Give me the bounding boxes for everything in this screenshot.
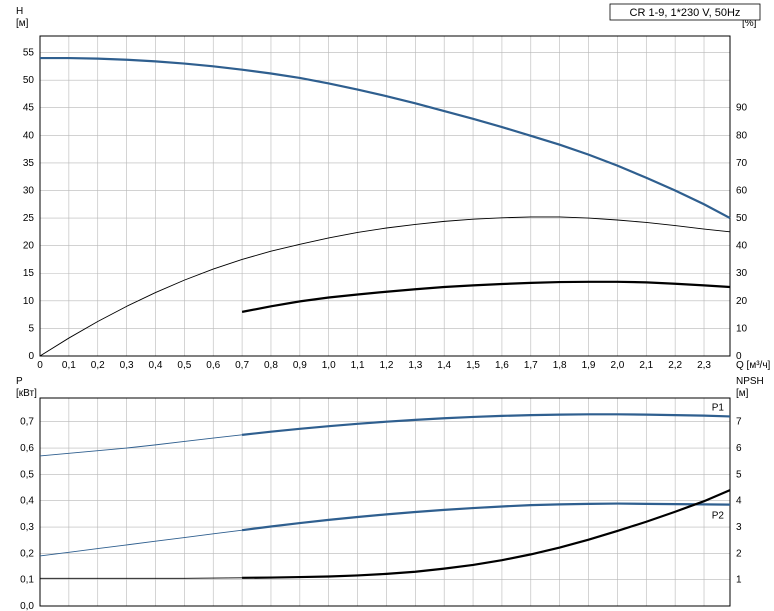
svg-text:2,2: 2,2: [668, 360, 682, 371]
svg-text:35: 35: [23, 158, 35, 169]
svg-text:0,0: 0,0: [20, 601, 34, 611]
svg-text:70: 70: [736, 158, 748, 169]
svg-text:50: 50: [736, 213, 748, 224]
svg-text:0,5: 0,5: [177, 360, 191, 371]
svg-text:20: 20: [736, 296, 748, 307]
svg-text:20: 20: [23, 241, 35, 252]
svg-text:0,3: 0,3: [20, 522, 34, 533]
svg-text:2,3: 2,3: [697, 360, 711, 371]
svg-text:1,6: 1,6: [495, 360, 509, 371]
svg-text:CR 1-9, 1*230 V, 50Hz: CR 1-9, 1*230 V, 50Hz: [630, 7, 741, 19]
svg-text:80: 80: [736, 130, 748, 141]
svg-text:2: 2: [736, 548, 742, 559]
svg-text:0,1: 0,1: [20, 575, 34, 586]
svg-text:7: 7: [736, 417, 742, 428]
svg-text:30: 30: [23, 185, 35, 196]
svg-text:10: 10: [23, 296, 35, 307]
svg-text:P: P: [16, 376, 23, 387]
svg-text:1: 1: [736, 575, 742, 586]
svg-text:0,4: 0,4: [20, 496, 34, 507]
svg-text:0,6: 0,6: [206, 360, 220, 371]
svg-text:0,8: 0,8: [264, 360, 278, 371]
svg-text:H: H: [16, 6, 23, 17]
svg-text:NPSH: NPSH: [736, 376, 764, 387]
svg-text:45: 45: [23, 103, 35, 114]
svg-text:1,9: 1,9: [582, 360, 596, 371]
svg-text:2,1: 2,1: [639, 360, 653, 371]
svg-text:1,2: 1,2: [379, 360, 393, 371]
svg-text:90: 90: [736, 103, 748, 114]
svg-text:0,1: 0,1: [62, 360, 76, 371]
svg-text:0,7: 0,7: [235, 360, 249, 371]
svg-text:0,9: 0,9: [293, 360, 307, 371]
svg-text:1,1: 1,1: [351, 360, 365, 371]
svg-text:50: 50: [23, 75, 35, 86]
svg-text:0,4: 0,4: [149, 360, 163, 371]
svg-text:P1: P1: [712, 402, 725, 413]
svg-text:P2: P2: [712, 511, 725, 522]
chart-svg: 0 0,1 0,2 0,3 0,4 0,5 0,6 0,7 0,8 0,9 1,0 1,1 1,2 1,3…: [0, 0, 774, 611]
svg-text:1,8: 1,8: [553, 360, 567, 371]
svg-text:0,2: 0,2: [91, 360, 105, 371]
svg-text:1,7: 1,7: [524, 360, 538, 371]
svg-text:4: 4: [736, 496, 742, 507]
svg-text:5: 5: [736, 469, 742, 480]
svg-text:0,5: 0,5: [20, 469, 34, 480]
svg-text:Q [м³/ч]: Q [м³/ч]: [736, 360, 771, 371]
svg-text:25: 25: [23, 213, 35, 224]
svg-text:[м]: [м]: [16, 18, 29, 29]
svg-text:0: 0: [28, 351, 34, 362]
svg-text:15: 15: [23, 268, 35, 279]
svg-text:10: 10: [736, 323, 748, 334]
svg-text:40: 40: [736, 241, 748, 252]
svg-text:0,6: 0,6: [20, 443, 34, 454]
svg-text:1,5: 1,5: [466, 360, 480, 371]
svg-text:3: 3: [736, 522, 742, 533]
svg-text:0,2: 0,2: [20, 548, 34, 559]
svg-text:1,4: 1,4: [437, 360, 451, 371]
svg-text:0,7: 0,7: [20, 417, 34, 428]
svg-text:[м]: [м]: [736, 388, 749, 399]
svg-text:6: 6: [736, 443, 742, 454]
svg-text:2,0: 2,0: [610, 360, 624, 371]
svg-text:55: 55: [23, 48, 35, 59]
svg-text:60: 60: [736, 185, 748, 196]
svg-text:0: 0: [37, 360, 43, 371]
svg-text:1,3: 1,3: [408, 360, 422, 371]
svg-text:1,0: 1,0: [322, 360, 336, 371]
svg-text:5: 5: [28, 323, 34, 334]
svg-text:0,3: 0,3: [120, 360, 134, 371]
svg-text:30: 30: [736, 268, 748, 279]
svg-text:40: 40: [23, 130, 35, 141]
svg-text:[кВт]: [кВт]: [16, 388, 37, 399]
pump-curve-chart: 0 0,1 0,2 0,3 0,4 0,5 0,6 0,7 0,8 0,9 1,0 1,1 1,2 1,3…: [0, 0, 774, 611]
